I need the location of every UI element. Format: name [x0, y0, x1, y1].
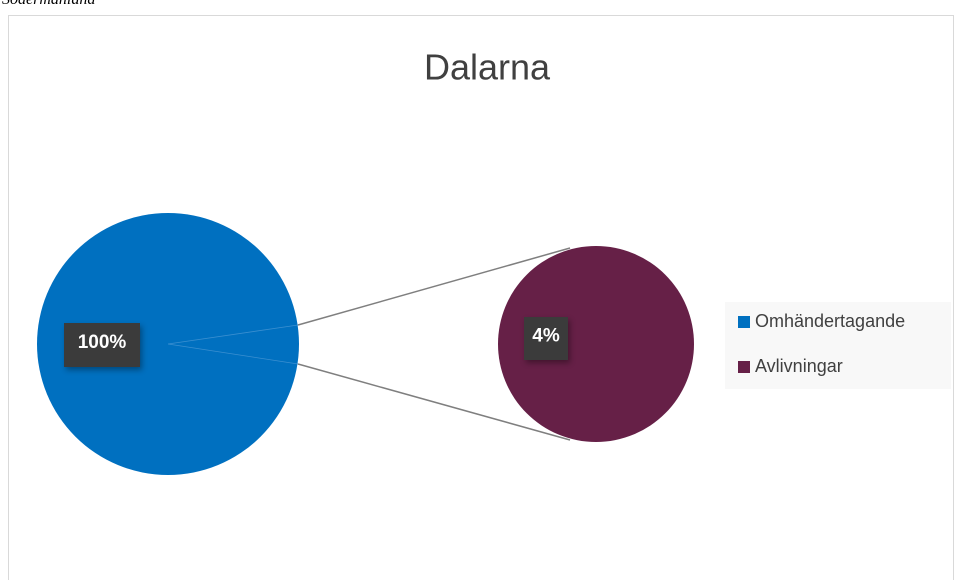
legend-label: Avlivningar — [755, 356, 843, 376]
chart-title: Dalarna — [424, 47, 551, 88]
legend-label: Omhändertagande — [755, 311, 905, 331]
pie-slice — [498, 246, 694, 442]
connector-line — [297, 363, 571, 441]
data-label: 100% — [78, 332, 127, 353]
slice-divider — [167, 343, 299, 365]
connector-line — [297, 247, 571, 326]
data-label: 4% — [532, 326, 560, 347]
slice-divider — [167, 324, 299, 345]
data-label-box — [64, 323, 140, 367]
data-label-box — [524, 317, 568, 360]
legend-swatch — [738, 361, 750, 373]
caption: Södermanland — [2, 0, 95, 9]
legend-swatch — [738, 316, 750, 328]
legend-box — [725, 302, 951, 389]
